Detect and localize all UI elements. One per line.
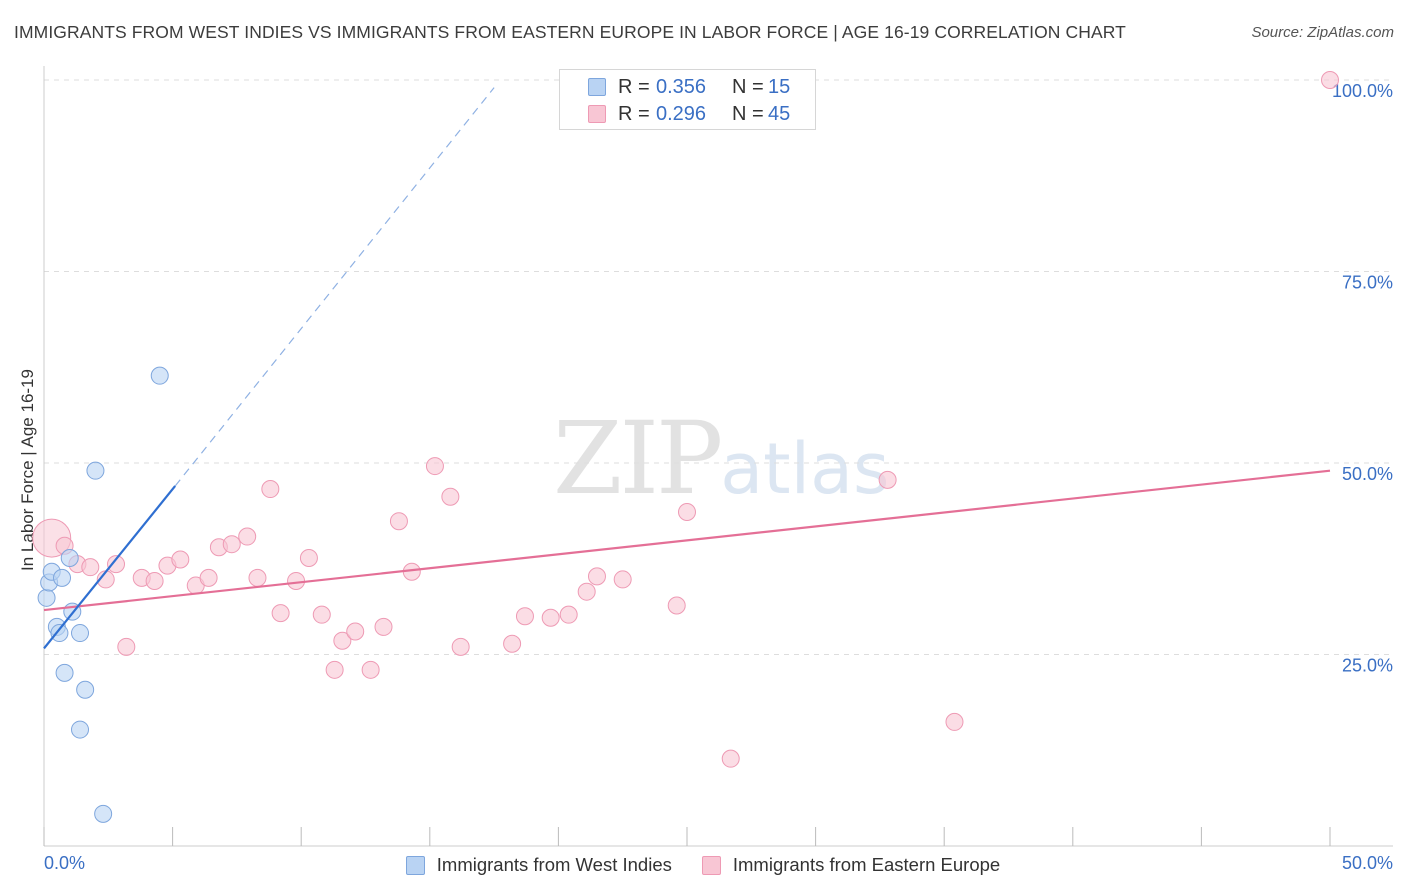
legend-label-west-indies: Immigrants from West Indies: [436, 854, 672, 875]
data-point-west-indies: [71, 624, 90, 643]
data-point-eastern-europe: [361, 660, 380, 679]
x-tick-label: 0.0%: [44, 853, 85, 873]
data-point-eastern-europe: [945, 712, 964, 731]
data-point-west-indies: [55, 663, 74, 682]
legend-r-value-eastern-europe: 0.296: [656, 102, 707, 125]
data-point-eastern-europe: [287, 571, 306, 590]
data-point-eastern-europe: [299, 548, 318, 567]
data-point-west-indies: [76, 680, 95, 699]
data-point-eastern-europe: [559, 605, 578, 624]
chart-title: IMMIGRANTS FROM WEST INDIES VS IMMIGRANT…: [14, 22, 1126, 42]
legend-label-eastern-europe: Immigrants from Eastern Europe: [732, 854, 1001, 875]
legend-item-eastern-europe: Immigrants from Eastern Europe: [701, 854, 1001, 876]
legend-n-value-eastern-europe: 45: [768, 102, 791, 125]
data-point-eastern-europe: [878, 470, 897, 489]
data-point-eastern-europe: [117, 637, 136, 656]
legend-swatch-west-indies: [405, 855, 425, 875]
data-point-eastern-europe: [678, 503, 696, 522]
legend-r-label: R =: [618, 102, 650, 125]
y-tick-label: 50.0%: [1342, 464, 1393, 484]
data-point-eastern-europe: [441, 487, 460, 506]
data-point-eastern-europe: [248, 568, 267, 587]
data-point-eastern-europe: [222, 535, 241, 554]
data-point-eastern-europe: [81, 558, 100, 577]
y-tick-label: 100.0%: [1332, 81, 1393, 101]
watermark: ZIPatlas: [553, 400, 889, 517]
legend-item-west-indies: Immigrants from West Indies: [405, 854, 672, 876]
data-point-eastern-europe: [325, 660, 344, 679]
legend-swatch-eastern-europe: [701, 855, 721, 875]
data-point-eastern-europe: [271, 604, 290, 623]
data-point-eastern-europe: [238, 527, 257, 546]
legend-n-value-west-indies: 15: [768, 75, 791, 98]
data-point-eastern-europe: [199, 568, 218, 587]
data-point-eastern-europe: [541, 608, 560, 627]
data-point-west-indies: [150, 366, 169, 385]
watermark-zip: ZIP: [553, 400, 723, 517]
data-point-eastern-europe: [389, 512, 408, 531]
data-point-west-indies: [71, 720, 90, 739]
trendline-west-indies: [43, 485, 177, 650]
correlation-legend: R = 0.356 N = 15 R = 0.296 N = 45: [559, 69, 816, 130]
data-point-eastern-europe: [261, 480, 280, 499]
data-point-eastern-europe: [333, 631, 352, 650]
data-point-eastern-europe: [667, 596, 686, 615]
data-point-eastern-europe: [312, 605, 331, 624]
legend-row-west-indies: R = 0.356 N = 15: [588, 75, 790, 99]
data-point-eastern-europe: [171, 550, 190, 569]
data-point-west-indies: [50, 624, 69, 643]
data-point-eastern-europe: [1321, 71, 1339, 89]
y-tick-label: 75.0%: [1342, 273, 1393, 293]
data-point-eastern-europe: [451, 637, 470, 656]
data-point-eastern-europe: [425, 457, 444, 476]
legend-n-label: N =: [732, 102, 764, 125]
data-point-west-indies: [37, 588, 56, 607]
data-point-eastern-europe: [587, 567, 606, 586]
source-label: Source: ZipAtlas.com: [1251, 24, 1394, 41]
legend-swatch-eastern-europe: [588, 105, 606, 123]
data-point-west-indies: [86, 461, 105, 480]
data-point-eastern-europe: [107, 555, 126, 574]
trendline-extension-west-indies: [174, 87, 495, 487]
legend-r-value-west-indies: 0.356: [656, 75, 707, 98]
data-point-eastern-europe: [721, 749, 740, 768]
data-point-eastern-europe: [503, 634, 522, 653]
watermark-atlas: atlas: [720, 428, 890, 510]
data-point-eastern-europe: [577, 582, 596, 601]
legend-n-label: N =: [732, 75, 764, 98]
legend-row-eastern-europe: R = 0.296 N = 45: [588, 102, 790, 126]
legend-swatch-west-indies: [588, 78, 606, 96]
data-point-eastern-europe: [613, 570, 632, 589]
data-point-west-indies: [53, 568, 72, 587]
trendline-eastern-europe: [43, 469, 1331, 612]
y-tick-label: 25.0%: [1342, 656, 1393, 676]
x-tick-label: 50.0%: [1342, 853, 1393, 873]
data-point-eastern-europe: [346, 622, 365, 641]
data-point-west-indies: [60, 548, 79, 567]
data-point-eastern-europe: [515, 607, 534, 626]
data-point-eastern-europe: [145, 571, 164, 590]
data-point-eastern-europe: [374, 617, 393, 636]
data-point-west-indies: [94, 804, 113, 823]
series-legend: Immigrants from West Indies Immigrants f…: [0, 852, 1406, 878]
legend-r-label: R =: [618, 75, 650, 98]
